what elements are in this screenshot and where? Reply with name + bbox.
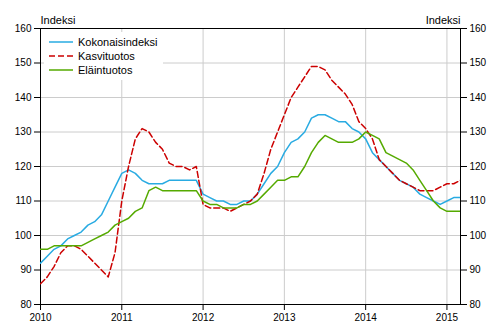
html-text:Kasvituotos: Kasvituotos: [78, 50, 135, 62]
svg-text:2011: 2011: [111, 312, 133, 323]
svg-text:2013: 2013: [273, 312, 296, 323]
svg-text:100: 100: [470, 230, 487, 241]
svg-text:150: 150: [15, 57, 32, 68]
svg-text:140: 140: [15, 92, 32, 103]
html-text:Kokonaisindeksi: Kokonaisindeksi: [78, 36, 158, 48]
svg-text:110: 110: [470, 195, 486, 206]
svg-text:2015: 2015: [436, 312, 459, 323]
svg-text:120: 120: [470, 161, 487, 172]
html-text:Eläintuotos: Eläintuotos: [78, 64, 133, 76]
svg-text:130: 130: [15, 126, 32, 137]
svg-text:2012: 2012: [192, 312, 215, 323]
svg-text:2014: 2014: [355, 312, 378, 323]
svg-text:80: 80: [20, 299, 32, 310]
svg-text:160: 160: [470, 23, 487, 34]
svg-text:Indeksi: Indeksi: [426, 14, 461, 26]
svg-text:160: 160: [15, 23, 32, 34]
svg-text:2010: 2010: [29, 312, 52, 323]
svg-text:140: 140: [470, 92, 487, 103]
svg-text:90: 90: [470, 264, 482, 275]
svg-text:120: 120: [15, 161, 32, 172]
svg-text:110: 110: [16, 195, 32, 206]
svg-text:130: 130: [470, 126, 487, 137]
svg-text:150: 150: [470, 57, 487, 68]
svg-text:80: 80: [470, 299, 482, 310]
svg-text:Indeksi: Indeksi: [41, 14, 76, 26]
svg-text:100: 100: [15, 230, 32, 241]
svg-text:90: 90: [20, 264, 32, 275]
